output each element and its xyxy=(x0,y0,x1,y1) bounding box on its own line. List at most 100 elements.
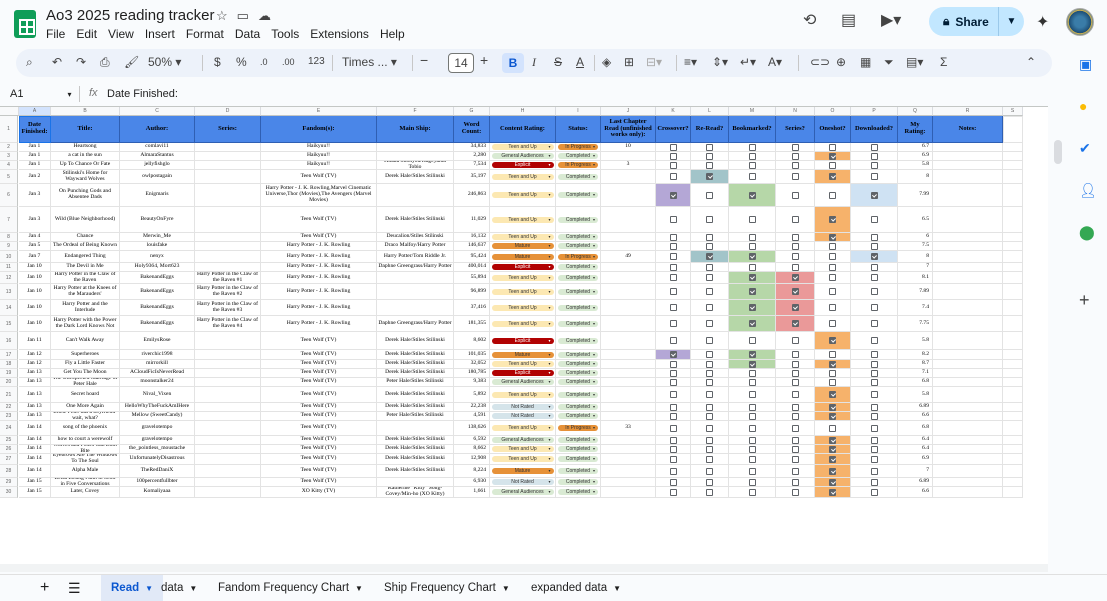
checkbox[interactable] xyxy=(791,378,799,386)
cell-author[interactable]: EmilysRose xyxy=(120,332,195,350)
cell-notes[interactable] xyxy=(933,284,1003,300)
cell-my-rating[interactable]: 6.89 xyxy=(898,478,933,487)
cell-ship[interactable] xyxy=(377,272,454,284)
cell-last-chapter[interactable] xyxy=(601,445,656,454)
cell-word-count[interactable]: 138,626 xyxy=(454,421,490,436)
cell-title[interactable]: The Ordeal of Being Known xyxy=(51,242,120,251)
cell-content-rating[interactable]: Teen and Up xyxy=(490,421,556,436)
checkbox[interactable] xyxy=(748,173,756,180)
header-cell[interactable]: Fandom(s): xyxy=(261,116,377,143)
header-cell[interactable]: My Rating: xyxy=(898,116,933,143)
checkbox[interactable] xyxy=(706,369,713,377)
cell-checkbox[interactable] xyxy=(729,360,776,369)
cell-notes[interactable] xyxy=(933,143,1003,152)
cell-series[interactable] xyxy=(195,454,261,465)
checkbox[interactable] xyxy=(829,455,836,463)
checkbox[interactable] xyxy=(706,478,713,486)
font-select[interactable]: Times ... ▾ xyxy=(342,55,397,69)
status-chip[interactable]: Completed xyxy=(558,456,598,462)
status-chip[interactable]: Completed xyxy=(558,437,598,443)
column-header[interactable]: K xyxy=(656,107,691,116)
row-header[interactable]: 11 xyxy=(0,263,18,272)
row-header[interactable]: 29 xyxy=(0,478,18,487)
checkbox[interactable] xyxy=(748,478,756,486)
cell-word-count[interactable]: 9,383 xyxy=(454,378,490,387)
cell-title[interactable]: Betsa Losing Faith in Scott in Five Conv… xyxy=(51,478,120,487)
cell-notes[interactable] xyxy=(1003,161,1023,170)
cell-word-count[interactable]: 11,029 xyxy=(454,207,490,233)
checkbox[interactable] xyxy=(669,242,677,250)
cell-status[interactable]: Completed xyxy=(556,445,601,454)
status-chip[interactable]: Completed xyxy=(558,361,598,367)
cell-fandom[interactable]: Teen Wolf (TV) xyxy=(261,465,377,478)
cell-content-rating[interactable]: Teen and Up xyxy=(490,300,556,316)
cell-series[interactable]: Harry Potter in the Claw of the Raven #1 xyxy=(195,272,261,284)
cell-checkbox[interactable] xyxy=(851,152,898,161)
cell-fandom[interactable]: Harry Potter - J. K. Rowling xyxy=(261,284,377,300)
checkbox[interactable] xyxy=(791,412,799,420)
checkbox[interactable] xyxy=(706,288,713,295)
menu-data[interactable]: Data xyxy=(234,27,261,41)
cell-checkbox[interactable] xyxy=(691,378,729,387)
checkbox[interactable] xyxy=(669,253,677,260)
row-header[interactable]: 16 xyxy=(0,332,18,350)
cell-notes[interactable] xyxy=(933,207,1003,233)
cell-checkbox[interactable] xyxy=(656,487,691,498)
cell-last-chapter[interactable] xyxy=(601,152,656,161)
cell-checkbox[interactable] xyxy=(815,487,851,498)
cell-series[interactable] xyxy=(195,478,261,487)
cell-checkbox[interactable] xyxy=(776,263,815,272)
cell-checkbox[interactable] xyxy=(691,487,729,498)
cell-word-count[interactable]: 101,035 xyxy=(454,350,490,360)
cell-date[interactable]: Jan 14 xyxy=(19,436,51,445)
cell-content-rating[interactable]: Teen and Up xyxy=(490,170,556,184)
column-header[interactable]: O xyxy=(815,107,851,116)
zoom-select[interactable]: 50% ▾ xyxy=(148,55,182,69)
cell-checkbox[interactable] xyxy=(656,350,691,360)
cell-checkbox[interactable] xyxy=(815,233,851,242)
cell-fandom[interactable]: Haikyuu!! xyxy=(261,161,377,170)
status-chip[interactable]: Completed xyxy=(558,413,598,419)
cell-checkbox[interactable] xyxy=(815,369,851,378)
cell-my-rating[interactable]: 6.89 xyxy=(898,403,933,412)
cell-status[interactable]: Completed xyxy=(556,332,601,350)
cell-notes[interactable] xyxy=(1003,403,1023,412)
checkbox[interactable] xyxy=(829,320,836,327)
cell-content-rating[interactable]: Teen and Up xyxy=(490,284,556,300)
cell-ship[interactable]: Derek Hale/Stiles Stilinski xyxy=(377,445,454,454)
insert-link-icon[interactable]: ⊂⊃ xyxy=(810,55,831,69)
checkbox[interactable] xyxy=(669,351,677,358)
horizontal-align-icon[interactable]: ≡▾ xyxy=(684,55,698,69)
cell-checkbox[interactable] xyxy=(729,403,776,412)
cloud-status-icon[interactable]: ☁ xyxy=(257,8,280,23)
cell-title[interactable]: song of the phoenix xyxy=(51,421,120,436)
cell-checkbox[interactable] xyxy=(815,421,851,436)
checkbox[interactable] xyxy=(870,351,878,358)
cell-notes[interactable] xyxy=(1003,272,1023,284)
percent-button[interactable]: % xyxy=(236,55,247,69)
cell-my-rating[interactable]: 6.5 xyxy=(898,207,933,233)
checkbox[interactable] xyxy=(706,233,713,241)
cell-my-rating[interactable]: 8 xyxy=(898,170,933,184)
cell-author[interactable]: owlpostagain xyxy=(120,170,195,184)
cell-title[interactable]: On Punching Gods and Absentee Dads xyxy=(51,184,120,207)
all-sheets-icon[interactable]: ☰ xyxy=(68,579,81,596)
cell-checkbox[interactable] xyxy=(851,412,898,421)
checkbox[interactable] xyxy=(791,191,799,199)
rating-chip[interactable]: Teen and Up xyxy=(491,173,554,180)
cell-checkbox[interactable] xyxy=(851,207,898,233)
row-header[interactable]: 24 xyxy=(0,421,18,436)
cell-status[interactable]: In Progress xyxy=(556,143,601,152)
cell-date[interactable]: Jan 13 xyxy=(19,387,51,403)
cell-content-rating[interactable]: Teen and Up xyxy=(490,387,556,403)
cell-checkbox[interactable] xyxy=(691,445,729,454)
cell-checkbox[interactable] xyxy=(776,184,815,207)
cell-checkbox[interactable] xyxy=(729,421,776,436)
cell-notes[interactable] xyxy=(933,412,1003,421)
cell-checkbox[interactable] xyxy=(776,207,815,233)
row-header[interactable]: 14 xyxy=(0,300,18,316)
cell-checkbox[interactable] xyxy=(851,242,898,251)
cell-ship[interactable]: Derek Hale/Stiles Stilinski xyxy=(377,332,454,350)
cell-last-chapter[interactable] xyxy=(601,412,656,421)
cell-my-rating[interactable]: 7.99 xyxy=(898,184,933,207)
